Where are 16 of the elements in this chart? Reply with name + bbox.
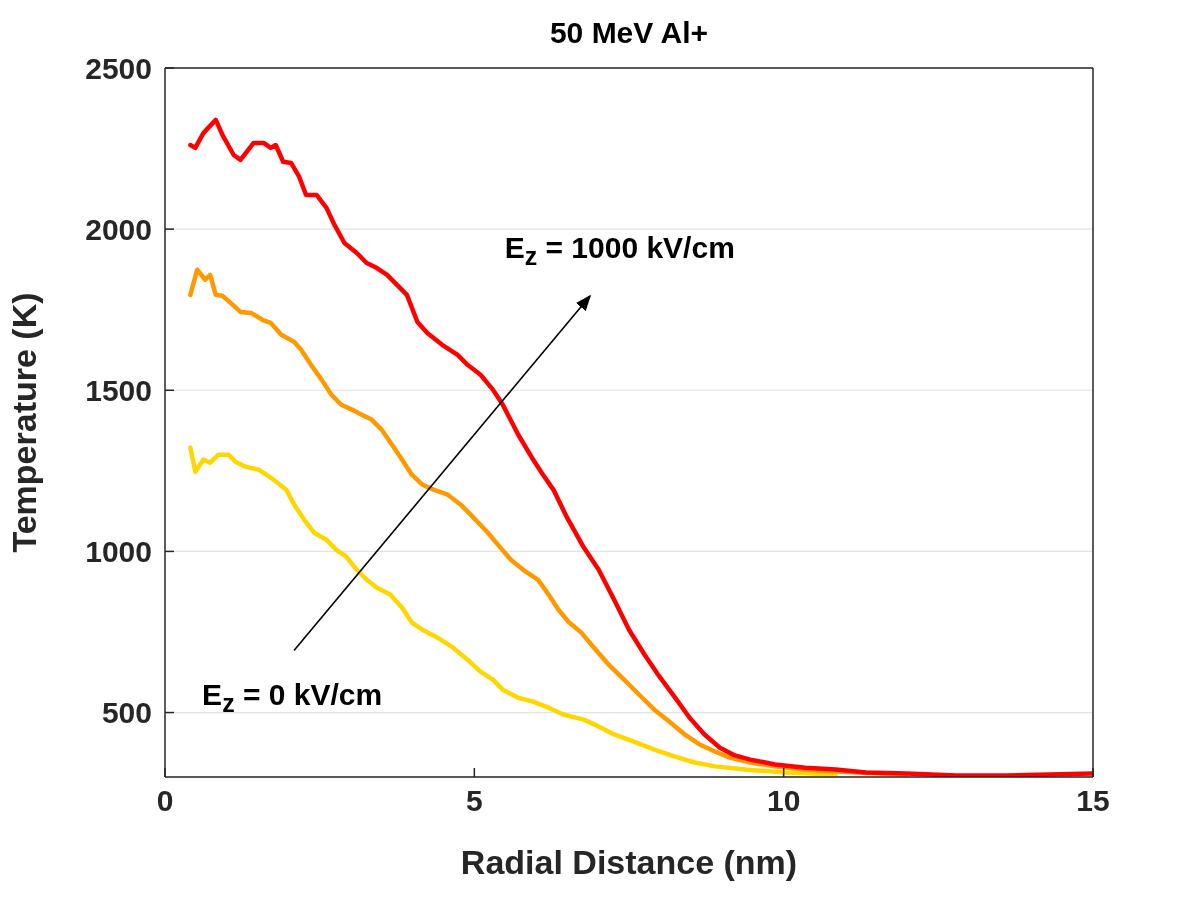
x-tick-label: 15 [1076,784,1110,818]
line-series [188,117,1093,777]
x-axis-title: Radial Distance (nm) [460,843,798,881]
line-series [188,445,838,777]
chart-title: 50 MeV Al+ [548,16,710,50]
y-tick-label: 1500 [85,373,152,407]
x-tick-label: 0 [156,784,174,818]
annotation: E$_{z}$ = 0 kV/cm [202,677,383,718]
x-tick-label: 5 [465,784,483,818]
y-tick-label: 2500 [85,51,152,85]
y-tick-label: 1000 [85,535,152,569]
y-tick-label: 500 [101,696,152,730]
x-tick-label: 10 [766,784,801,818]
y-tick-label: 2000 [85,212,152,246]
annotation: E$_{z}$ = 1000 kV/cm [504,231,735,272]
y-axis-title: Temperature (K) [5,292,44,553]
